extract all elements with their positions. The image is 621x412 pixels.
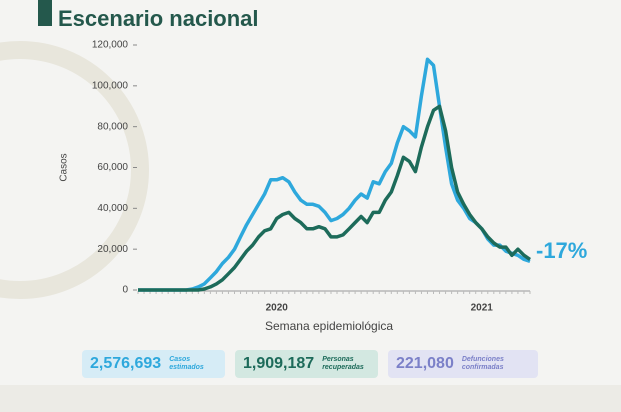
footer-band [0, 385, 621, 412]
annotation: -17% [536, 238, 587, 263]
stat-value: 1,909,187 [243, 355, 315, 372]
stat-value: 221,080 [396, 355, 454, 372]
y-tick-label: 0 [122, 285, 128, 296]
title-marker [38, 0, 52, 26]
y-tick-label: 60,000 [97, 162, 128, 173]
y-tick-label: 40,000 [97, 203, 128, 214]
x-tick-label: 2021 [471, 303, 494, 314]
stat-value: 2,576,693 [90, 355, 162, 372]
y-axis-label: Casos [59, 153, 70, 181]
stat-label: Personas recuperadas [322, 356, 364, 371]
series-line [138, 57, 531, 292]
y-tick-label: 20,000 [97, 244, 128, 255]
stat-box: 221,080 Defunciones confirmadas [388, 350, 538, 378]
stat-box: 1,909,187 Personas recuperadas [235, 350, 378, 378]
stat-label: Defunciones confirmadas [461, 356, 504, 371]
x-axis-label: Semana epidemiológica [265, 319, 393, 333]
stat-box: 2,576,693 Casos estimados [82, 350, 225, 378]
series-line [138, 104, 531, 292]
y-tick-label: 100,000 [92, 80, 129, 91]
watermark [0, 41, 149, 299]
stat-label: Casos estimados [169, 356, 204, 371]
y-tick-label: 120,000 [92, 40, 129, 51]
slide-title: Escenario nacional [58, 6, 259, 31]
y-tick-label: 80,000 [97, 121, 128, 132]
x-tick-label: 2020 [266, 303, 289, 314]
